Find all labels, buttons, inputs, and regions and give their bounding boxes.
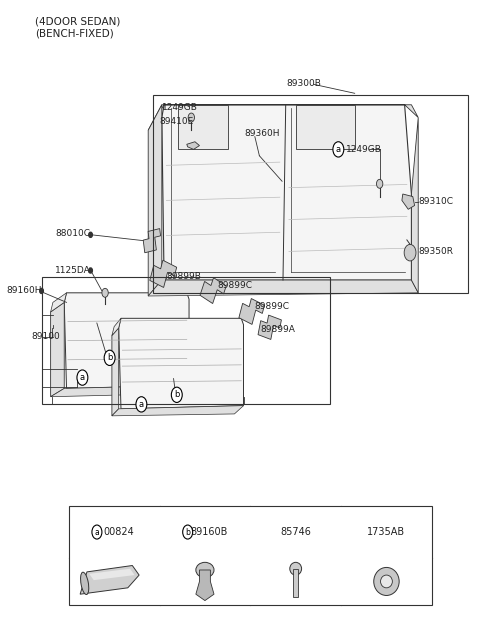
Polygon shape bbox=[64, 293, 189, 388]
Text: 89350R: 89350R bbox=[418, 247, 453, 256]
Ellipse shape bbox=[374, 567, 399, 595]
Polygon shape bbox=[402, 194, 415, 210]
Text: 1735AB: 1735AB bbox=[367, 527, 406, 537]
Text: (BENCH-FIXED): (BENCH-FIXED) bbox=[35, 28, 113, 39]
Text: 88010C: 88010C bbox=[56, 229, 91, 238]
Ellipse shape bbox=[196, 563, 214, 577]
Polygon shape bbox=[239, 298, 264, 325]
Text: 85746: 85746 bbox=[280, 527, 311, 537]
Polygon shape bbox=[89, 568, 134, 580]
Polygon shape bbox=[50, 302, 64, 397]
Text: a: a bbox=[80, 373, 85, 382]
Text: (4DOOR SEDAN): (4DOOR SEDAN) bbox=[35, 17, 120, 27]
Text: 89310C: 89310C bbox=[418, 197, 453, 206]
Polygon shape bbox=[178, 105, 228, 149]
Circle shape bbox=[376, 179, 383, 188]
Polygon shape bbox=[50, 385, 189, 397]
Text: 1249GB: 1249GB bbox=[346, 145, 382, 154]
Circle shape bbox=[183, 525, 192, 539]
Circle shape bbox=[171, 387, 182, 403]
Bar bbox=[69, 506, 432, 605]
Circle shape bbox=[188, 113, 194, 122]
Circle shape bbox=[104, 350, 115, 365]
Text: 89300B: 89300B bbox=[287, 78, 322, 87]
Bar bbox=[153, 95, 468, 293]
Text: 89899C: 89899C bbox=[217, 281, 252, 290]
Polygon shape bbox=[196, 570, 214, 601]
Polygon shape bbox=[112, 318, 121, 336]
Text: 1125DA: 1125DA bbox=[55, 266, 91, 275]
Polygon shape bbox=[148, 280, 418, 296]
Text: a: a bbox=[139, 400, 144, 409]
Circle shape bbox=[89, 232, 92, 237]
Polygon shape bbox=[80, 565, 139, 594]
Text: 89899C: 89899C bbox=[254, 302, 289, 311]
Circle shape bbox=[89, 268, 92, 273]
Text: a: a bbox=[336, 145, 341, 154]
Text: 89100: 89100 bbox=[32, 332, 60, 341]
Circle shape bbox=[77, 370, 88, 385]
Circle shape bbox=[333, 141, 344, 157]
Text: 89160B: 89160B bbox=[191, 527, 228, 537]
Text: 89899A: 89899A bbox=[261, 325, 296, 334]
Polygon shape bbox=[112, 406, 243, 416]
Circle shape bbox=[102, 288, 108, 297]
Ellipse shape bbox=[290, 563, 301, 575]
Text: 89410E: 89410E bbox=[159, 117, 194, 126]
Text: 89899B: 89899B bbox=[167, 273, 201, 282]
Circle shape bbox=[92, 525, 102, 539]
Polygon shape bbox=[200, 278, 226, 303]
Bar bbox=[42, 277, 330, 404]
Polygon shape bbox=[411, 118, 418, 293]
Text: b: b bbox=[174, 390, 180, 399]
Polygon shape bbox=[50, 293, 67, 312]
Polygon shape bbox=[258, 315, 281, 340]
Polygon shape bbox=[143, 228, 161, 253]
Ellipse shape bbox=[81, 572, 89, 595]
Polygon shape bbox=[296, 105, 355, 149]
Text: b: b bbox=[185, 527, 190, 536]
Text: 89360H: 89360H bbox=[245, 129, 280, 138]
Text: 00824: 00824 bbox=[103, 527, 134, 537]
Text: 89160H: 89160H bbox=[6, 286, 42, 295]
Circle shape bbox=[404, 244, 416, 261]
Polygon shape bbox=[293, 568, 299, 597]
Text: a: a bbox=[95, 527, 99, 536]
Text: b: b bbox=[107, 354, 112, 363]
Circle shape bbox=[40, 288, 43, 293]
Polygon shape bbox=[148, 105, 162, 296]
Polygon shape bbox=[187, 141, 200, 149]
Text: 1249GB: 1249GB bbox=[162, 103, 198, 112]
Circle shape bbox=[136, 397, 147, 412]
Polygon shape bbox=[148, 105, 418, 131]
Polygon shape bbox=[150, 260, 177, 287]
Polygon shape bbox=[119, 318, 243, 409]
Polygon shape bbox=[162, 105, 411, 280]
Polygon shape bbox=[112, 328, 119, 416]
Ellipse shape bbox=[381, 575, 392, 588]
